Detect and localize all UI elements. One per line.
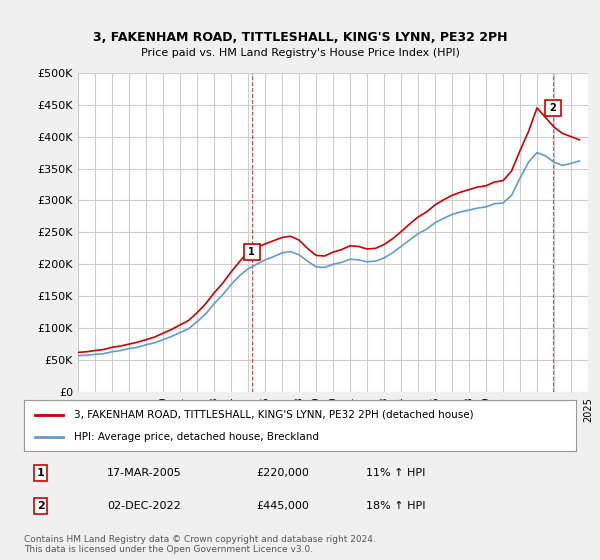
- Text: Price paid vs. HM Land Registry's House Price Index (HPI): Price paid vs. HM Land Registry's House …: [140, 48, 460, 58]
- Text: 2: 2: [549, 103, 556, 113]
- Text: £220,000: £220,000: [256, 468, 309, 478]
- Text: 11% ↑ HPI: 11% ↑ HPI: [366, 468, 425, 478]
- Text: 1: 1: [37, 468, 44, 478]
- Text: 2: 2: [37, 501, 44, 511]
- Text: £445,000: £445,000: [256, 501, 309, 511]
- Text: 17-MAR-2005: 17-MAR-2005: [107, 468, 182, 478]
- Text: Contains HM Land Registry data © Crown copyright and database right 2024.
This d: Contains HM Land Registry data © Crown c…: [24, 535, 376, 554]
- Text: 3, FAKENHAM ROAD, TITTLESHALL, KING'S LYNN, PE32 2PH: 3, FAKENHAM ROAD, TITTLESHALL, KING'S LY…: [93, 31, 507, 44]
- Text: HPI: Average price, detached house, Breckland: HPI: Average price, detached house, Brec…: [74, 432, 319, 442]
- Text: 1: 1: [248, 246, 255, 256]
- Text: 3, FAKENHAM ROAD, TITTLESHALL, KING'S LYNN, PE32 2PH (detached house): 3, FAKENHAM ROAD, TITTLESHALL, KING'S LY…: [74, 409, 473, 419]
- Text: 18% ↑ HPI: 18% ↑ HPI: [366, 501, 426, 511]
- Text: 02-DEC-2022: 02-DEC-2022: [107, 501, 181, 511]
